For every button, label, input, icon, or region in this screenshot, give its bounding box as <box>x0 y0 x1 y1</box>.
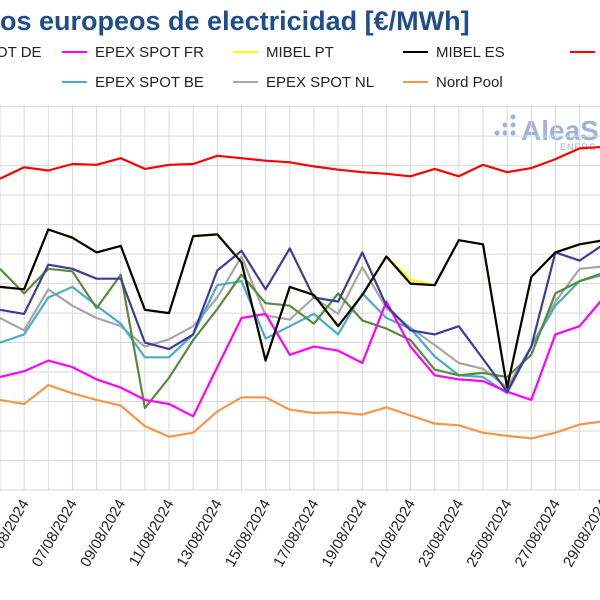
x-tick-label: 15/08/2024 <box>222 497 274 571</box>
logo-text: AleaS <box>521 115 599 146</box>
series-line-4 <box>0 245 600 393</box>
x-tick-label: 17/08/2024 <box>270 497 322 571</box>
legend-label: EPEX SPOT BE <box>95 74 204 91</box>
x-tick-label: 27/08/2024 <box>512 497 564 571</box>
chart-title: os europeos de electricidad [€/MWh] <box>0 6 470 36</box>
logo-subtext: ENERG <box>560 142 597 152</box>
logo: AleaS ENERG <box>494 114 599 152</box>
x-tick-label: 29/08/2024 <box>560 497 600 571</box>
legend-label: MIBEL ES <box>436 44 505 61</box>
legend: OT DE EPEX SPOT FR MIBEL PT MIBEL ES EPEX SP… <box>0 44 595 91</box>
x-tick-label: 25/08/2024 <box>463 497 515 571</box>
legend-label: EPEX SPOT NL <box>266 74 374 91</box>
series-line-3 <box>0 300 600 418</box>
series-line-7 <box>0 145 600 180</box>
x-tick-label: 13/08/2024 <box>174 497 226 571</box>
x-tick-label: 07/08/2024 <box>29 497 81 571</box>
x-tick-label: 21/08/2024 <box>367 497 419 571</box>
x-axis-ticks: 08/202407/08/202409/08/202411/08/202413/… <box>0 496 600 570</box>
series-line-2 <box>0 267 600 410</box>
series-line-6 <box>0 228 600 389</box>
x-tick-label: 19/08/2024 <box>318 497 370 571</box>
grid <box>0 105 600 491</box>
x-tick-label: 11/08/2024 <box>126 497 178 570</box>
x-tick-label: 09/08/2024 <box>77 497 129 571</box>
x-tick-label: 08/2024 <box>0 497 33 552</box>
logo-dots-icon <box>494 114 516 136</box>
series-layer <box>0 145 600 440</box>
x-tick-label: 23/08/2024 <box>415 496 467 570</box>
series-line-5 <box>0 228 600 389</box>
legend-label: MIBEL PT <box>266 44 334 61</box>
legend-label: OT DE <box>0 44 42 61</box>
legend-label: EPEX SPOT FR <box>95 44 204 61</box>
legend-label: Nord Pool <box>436 74 503 91</box>
series-line-8 <box>0 384 600 440</box>
